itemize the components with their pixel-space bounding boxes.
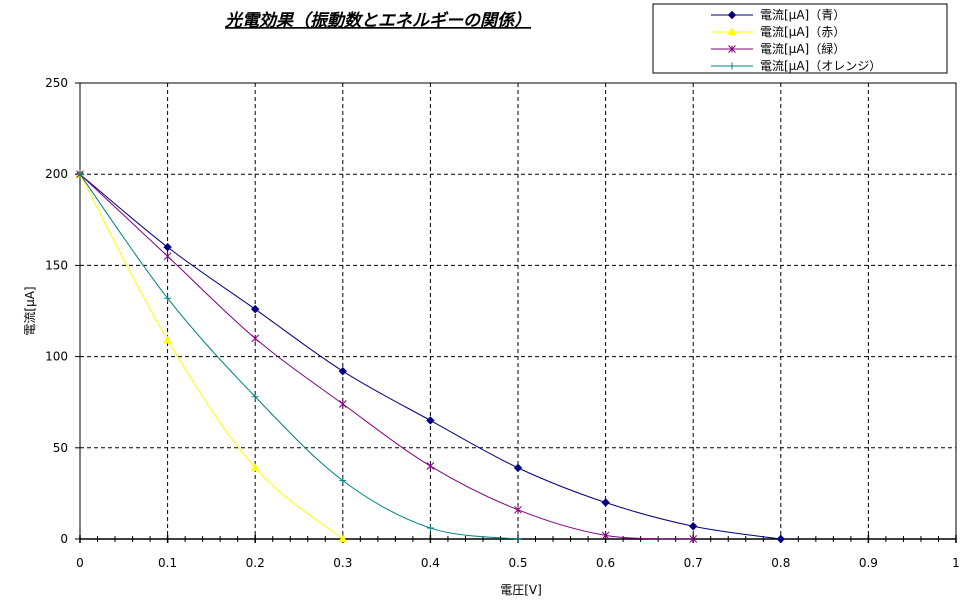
x-tick-label: 0.4 (421, 556, 440, 570)
data-point (426, 524, 434, 532)
data-point (250, 304, 260, 314)
y-axis-label: 電流[μA] (23, 286, 37, 335)
legend-marker (728, 45, 736, 53)
data-point (338, 534, 348, 543)
legend-marker (728, 62, 736, 70)
x-tick-label: 0.3 (333, 556, 352, 570)
series-line (79, 173, 344, 540)
legend-box (652, 3, 948, 74)
data-point (338, 400, 347, 408)
data-point (338, 366, 348, 376)
x-tick-label: 0.5 (508, 556, 527, 570)
legend-label: 電流[μA]（青） (760, 8, 845, 22)
data-point (250, 463, 260, 472)
x-tick-label: 0.6 (596, 556, 615, 570)
series-3 (76, 170, 522, 543)
series-2 (76, 170, 698, 543)
data-point (601, 498, 610, 507)
series-line (79, 173, 694, 540)
legend-marker (727, 10, 737, 20)
data-point (251, 334, 260, 343)
legend-marker (727, 27, 737, 36)
y-tick-label: 0 (60, 532, 68, 546)
data-point (688, 522, 698, 531)
data-point (76, 170, 84, 178)
data-point (164, 294, 172, 302)
data-point (426, 416, 435, 425)
y-tick-label: 150 (45, 258, 68, 272)
data-point (513, 463, 523, 473)
series-layer (75, 169, 786, 544)
data-point (163, 335, 172, 344)
data-point (514, 535, 522, 543)
tick-labels: 0 0.1 0.2 0.3 0.4 0.5 0.6 0.7 0.8 0.9 1 0 50 100 150 20… (45, 76, 960, 570)
data-point (251, 393, 259, 401)
x-tick-label: 0.1 (158, 556, 177, 570)
legend: 電流[μA]（青） 電流[μA]（赤） 電流[μA]（緑） 電流[μA]（オレンジ） (652, 3, 948, 74)
x-tick-label: 0.2 (246, 556, 265, 570)
data-point (689, 535, 698, 543)
legend-label: 電流[μA]（緑） (760, 41, 845, 56)
y-tick-label: 50 (53, 441, 68, 455)
chart-title: 光電効果（振動数とエネルギーの関係） (224, 11, 531, 31)
series-0 (75, 169, 786, 544)
x-tick-label: 0.9 (859, 556, 878, 570)
data-point (339, 477, 347, 485)
data-point (514, 505, 522, 514)
x-tick-label: 0.7 (684, 556, 703, 570)
x-tick-label: 0 (76, 556, 84, 570)
legend-label: 電流[μA]（赤） (760, 25, 845, 39)
data-point (601, 531, 610, 540)
data-point (776, 534, 786, 544)
y-tick-label: 200 (45, 167, 68, 181)
y-tick-label: 250 (45, 76, 68, 90)
data-point (163, 242, 172, 252)
series-line (79, 173, 781, 540)
y-tick-label: 100 (45, 350, 68, 364)
legend-label: 電流[μA]（オレンジ） (760, 59, 881, 73)
x-axis-label: 電圧[V] (500, 583, 542, 597)
x-tick-label: 0.8 (771, 556, 790, 570)
data-point (426, 462, 435, 470)
x-tick-label: 1 (952, 556, 960, 570)
data-point (163, 252, 172, 261)
